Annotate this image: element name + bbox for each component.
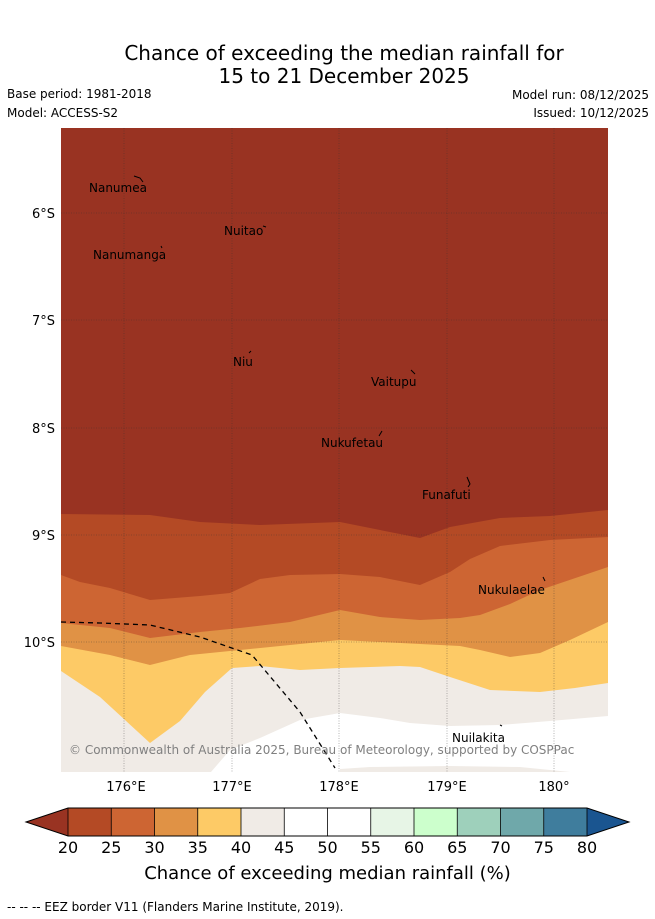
- colorbar-tick-label: 35: [188, 838, 208, 857]
- colorbar-tick-label: 70: [490, 838, 510, 857]
- lat-label-7s: 7°S: [32, 314, 55, 329]
- colorbar-tick-label: 40: [231, 838, 251, 857]
- colorbar-tick-label: 30: [144, 838, 164, 857]
- colorbar-tick-label: 25: [101, 838, 121, 857]
- chart-title-line2: 15 to 21 December 2025: [218, 64, 470, 88]
- colorbar-segment: [543, 808, 588, 836]
- colorbar-tick-label: 80: [577, 838, 597, 857]
- model-label: Model: ACCESS-S2: [7, 106, 119, 120]
- colorbar-segment: [500, 808, 545, 836]
- island-niu: [248, 350, 252, 354]
- colorbar-segment: [241, 808, 285, 836]
- eez-border-legend: -- -- -- EEZ border V11 (Flanders Marine…: [7, 900, 344, 914]
- issued-label: Issued: 10/12/2025: [533, 106, 649, 120]
- lon-label-180: 180°: [538, 780, 569, 795]
- lat-label-9s: 9°S: [32, 529, 55, 544]
- lat-label-6s: 6°S: [32, 207, 55, 222]
- place-label-nanumea: Nanumea: [89, 181, 147, 195]
- place-label-vaitupu: Vaitupu: [371, 375, 417, 389]
- colorbar-tick-label: 60: [404, 838, 424, 857]
- island-nanumea: [133, 175, 144, 183]
- island-funafuti: [466, 476, 471, 488]
- model-run-label: Model run: 08/12/2025: [511, 88, 649, 102]
- colorbar-segment: [68, 808, 112, 836]
- graticule: [61, 128, 608, 772]
- place-label-nuitao: Nuitao: [224, 224, 263, 238]
- colorbar-tick-label: 50: [317, 838, 337, 857]
- place-label-nukufetau: Nukufetau: [321, 436, 383, 450]
- place-label-nukulaelae: Nukulaelae: [478, 583, 545, 597]
- lon-label-179e: 179°E: [427, 780, 467, 795]
- lon-label-178e: 178°E: [319, 780, 359, 795]
- band-45-50-south: [340, 766, 570, 772]
- island-nukulaelae: [542, 576, 546, 582]
- colorbar-segment: [457, 808, 501, 836]
- island-outlines: [133, 175, 546, 727]
- place-labels: Nanumea Nuitao Nanumanga Niu Vaitupu Nuk…: [89, 181, 545, 745]
- colorbar-extend-high: [587, 808, 629, 836]
- colorbar-label: Chance of exceeding median rainfall (%): [144, 863, 511, 884]
- colorbar-extend-low: [26, 808, 68, 836]
- island-nukufetau: [378, 430, 383, 437]
- lat-label-8s: 8°S: [32, 422, 55, 437]
- lon-label-176e: 176°E: [106, 780, 146, 795]
- place-label-nuilakita: Nuilakita: [452, 731, 505, 745]
- place-label-funafuti: Funafuti: [422, 488, 471, 502]
- colorbar-segment: [327, 808, 372, 836]
- lon-label-177e: 177°E: [212, 780, 252, 795]
- probability-bands: [61, 128, 608, 772]
- island-vaitupu: [410, 369, 416, 375]
- island-nanumanga: [160, 245, 163, 249]
- colorbar-tick-label: 45: [274, 838, 294, 857]
- colorbar-segment: [111, 808, 155, 836]
- colorbar-tick-label: 75: [534, 838, 554, 857]
- latitude-labels: 6°S 7°S 8°S 9°S 10°S: [24, 207, 55, 651]
- colorbar-segment: [197, 808, 242, 836]
- island-nuitao: [262, 225, 267, 228]
- colorbar-segment: [370, 808, 415, 836]
- place-label-nanumanga: Nanumanga: [93, 248, 166, 262]
- colorbar-ticks: 20 25 30 35 40 45 50 55 60 65 70 75 80: [58, 838, 597, 857]
- chart-title-line1: Chance of exceeding the median rainfall …: [124, 41, 564, 65]
- colorbar-segment: [284, 808, 328, 836]
- base-period-label: Base period: 1981-2018: [7, 87, 152, 101]
- colorbar: [24, 807, 631, 837]
- copyright-text: © Commonwealth of Australia 2025, Bureau…: [69, 743, 574, 757]
- colorbar-segment: [414, 808, 458, 836]
- colorbar-tick-label: 55: [361, 838, 381, 857]
- colorbar-tick-label: 65: [447, 838, 467, 857]
- lat-label-10s: 10°S: [24, 636, 55, 651]
- eez-border: [60, 621, 336, 769]
- colorbar-tick-label: 20: [58, 838, 78, 857]
- longitude-labels: 176°E 177°E 178°E 179°E 180°: [106, 780, 569, 795]
- colorbar-segment: [154, 808, 199, 836]
- island-nuilakita: [499, 724, 503, 727]
- place-label-niu: Niu: [233, 355, 253, 369]
